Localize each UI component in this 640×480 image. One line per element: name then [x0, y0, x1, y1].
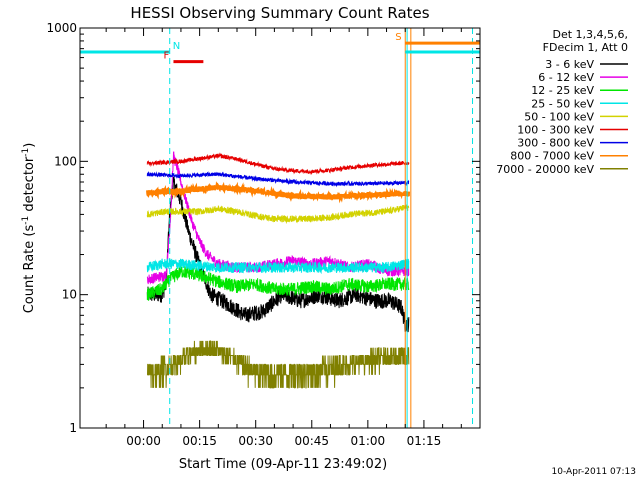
legend: Det 1,3,4,5,6, FDecim 1, Att 0 3 - 6 keV…	[496, 28, 628, 176]
plot-area	[146, 151, 411, 389]
legend-header-line-1: Det 1,3,4,5,6,	[552, 28, 628, 41]
flag-label-s: S	[395, 32, 401, 43]
legend-label-12-25-kev: 12 - 25 keV	[531, 84, 594, 97]
x-tick-label: 00:30	[238, 434, 273, 448]
legend-label-7000-20000-kev: 7000 - 20000 keV	[496, 163, 594, 176]
flag-bars: NF S	[80, 32, 480, 64]
legend-label-6-12-kev: 6 - 12 keV	[538, 71, 594, 84]
x-tick-label: 00:45	[294, 434, 329, 448]
x-tick-label: 01:15	[407, 434, 442, 448]
footer-timestamp: 10-Apr-2011 07:13	[552, 467, 636, 477]
series-line-25-50-kev	[146, 258, 410, 275]
y-axis-label: Count Rate (s-1 detector-1)	[21, 143, 37, 314]
legend-label-300-800-kev: 300 - 800 keV	[517, 137, 594, 150]
chart-title: HESSI Observing Summary Count Rates	[130, 4, 429, 22]
flag-label-f: F	[163, 51, 169, 62]
y-tick-label: 1	[69, 421, 77, 435]
series-line-7000-20000-kev	[147, 340, 410, 389]
legend-label-50-100-kev: 50 - 100 keV	[524, 110, 594, 123]
y-axis-label-main: Count Rate (s	[22, 225, 37, 314]
x-tick-label: 00:15	[182, 434, 217, 448]
y-axis-label-sup2: -1	[21, 148, 31, 157]
series-line-300-800-kev	[146, 171, 410, 188]
y-tick-label: 1000	[46, 21, 77, 35]
y-tick-label: 10	[62, 288, 77, 302]
legend-label-25-50-kev: 25 - 50 keV	[531, 97, 594, 110]
legend-label-800-7000-kev: 800 - 7000 keV	[510, 150, 594, 163]
y-axis-label-mid: detector	[22, 156, 37, 216]
y-tick-label: 100	[54, 154, 77, 168]
x-tick-label: 00:00	[126, 434, 161, 448]
x-axis-label: Start Time (09-Apr-11 23:49:02)	[179, 457, 387, 472]
legend-header-line-2: FDecim 1, Att 0	[543, 41, 628, 54]
series-line-100-300-kev	[146, 152, 410, 176]
y-axis-label-sup1: -1	[21, 216, 31, 225]
legend-label-3-6-kev: 3 - 6 keV	[545, 58, 594, 71]
series-line-3-6-kev	[146, 175, 410, 333]
x-tick-label: 01:00	[351, 434, 386, 448]
series-line-800-7000-kev	[146, 181, 411, 204]
legend-label-100-300-kev: 100 - 300 keV	[517, 124, 594, 137]
flag-label-n: N	[173, 41, 180, 52]
plot-frame	[79, 27, 481, 429]
y-axis-label-end: )	[22, 143, 37, 148]
axes: 1 10 100 1000 00:00 00:15 00:30 00:45 01:00 01:15	[46, 21, 480, 448]
series-line-50-100-kev	[146, 204, 410, 225]
series-line-12-25-kev	[146, 265, 410, 301]
